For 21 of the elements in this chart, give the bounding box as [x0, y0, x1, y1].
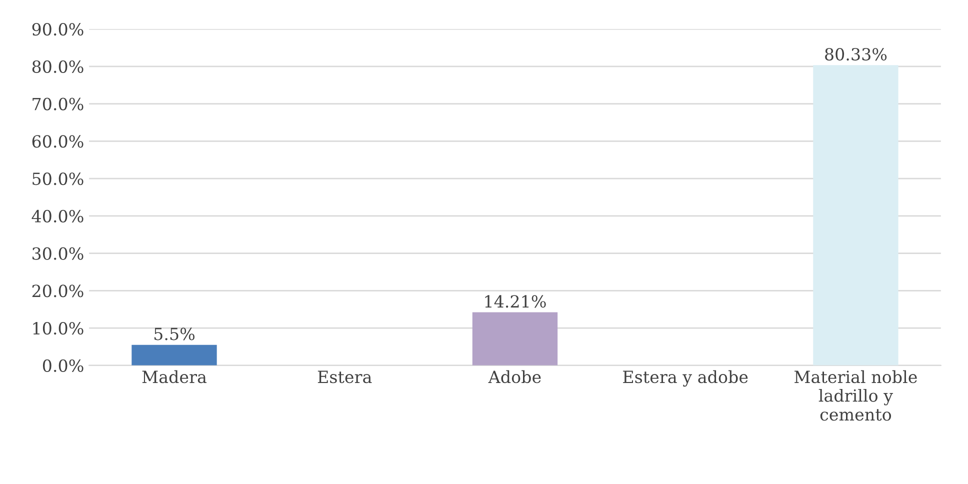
- bar: [813, 65, 898, 366]
- x-tick-label: Estera: [318, 370, 372, 384]
- y-tick-label: 30.0%: [32, 247, 84, 260]
- y-tick-label: 10.0%: [33, 322, 84, 335]
- data-label: 5.5%: [154, 328, 194, 340]
- data-label: 80.33%: [825, 48, 887, 61]
- x-tick-label: Adobe: [488, 370, 541, 384]
- y-tick-label: 60.0%: [32, 135, 84, 148]
- y-tick-label: 0.0%: [42, 359, 84, 372]
- y-tick-label: 90.0%: [32, 23, 84, 36]
- y-tick-label: 80.0%: [32, 60, 84, 73]
- y-tick-label: 40.0%: [32, 210, 84, 222]
- y-tick-label: 20.0%: [32, 284, 84, 298]
- bar: [472, 312, 558, 366]
- x-tick-label: Madera: [142, 370, 206, 384]
- y-tick-label: 70.0%: [32, 98, 84, 110]
- x-tick-label: Estera y adobe: [623, 370, 748, 387]
- y-tick-label: 50.0%: [32, 172, 84, 186]
- data-label: 14.21%: [485, 295, 546, 308]
- bar: [132, 344, 217, 366]
- x-tick-label: Material noble ladrillo y cemento: [794, 370, 917, 421]
